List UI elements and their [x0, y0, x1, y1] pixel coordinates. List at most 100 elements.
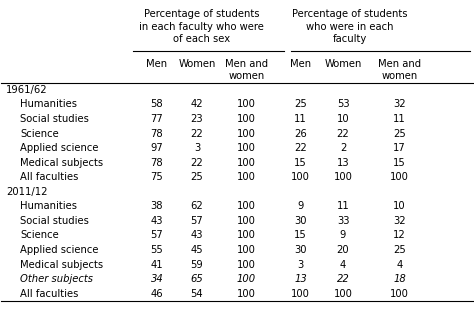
Text: 59: 59: [191, 259, 203, 270]
Text: 22: 22: [191, 128, 203, 139]
Text: 46: 46: [151, 289, 163, 299]
Text: 20: 20: [337, 245, 349, 255]
Text: 100: 100: [291, 172, 310, 182]
Text: 26: 26: [294, 128, 307, 139]
Text: 4: 4: [396, 259, 403, 270]
Text: Humanities: Humanities: [20, 201, 77, 211]
Text: Medical subjects: Medical subjects: [20, 158, 103, 168]
Text: 30: 30: [294, 216, 307, 226]
Text: 78: 78: [151, 158, 163, 168]
Text: Applied science: Applied science: [20, 245, 99, 255]
Text: 45: 45: [191, 245, 203, 255]
Text: 65: 65: [191, 274, 203, 284]
Text: 100: 100: [237, 289, 256, 299]
Text: 25: 25: [393, 245, 406, 255]
Text: 32: 32: [393, 100, 406, 109]
Text: Percentage of students
who were in each
faculty: Percentage of students who were in each …: [292, 10, 408, 44]
Text: 30: 30: [294, 245, 307, 255]
Text: 13: 13: [294, 274, 307, 284]
Text: 9: 9: [340, 231, 346, 240]
Text: 3: 3: [298, 259, 304, 270]
Text: 100: 100: [390, 289, 409, 299]
Text: 34: 34: [151, 274, 163, 284]
Text: 12: 12: [393, 231, 406, 240]
Text: Men: Men: [290, 59, 311, 69]
Text: 62: 62: [191, 201, 203, 211]
Text: 100: 100: [237, 216, 256, 226]
Text: 100: 100: [237, 245, 256, 255]
Text: 100: 100: [237, 231, 256, 240]
Text: Science: Science: [20, 128, 59, 139]
Text: All faculties: All faculties: [20, 289, 79, 299]
Text: 100: 100: [291, 289, 310, 299]
Text: 10: 10: [337, 114, 349, 124]
Text: 25: 25: [191, 172, 203, 182]
Text: 11: 11: [337, 201, 349, 211]
Text: 22: 22: [337, 274, 349, 284]
Text: 100: 100: [237, 172, 256, 182]
Text: 18: 18: [393, 274, 406, 284]
Text: 100: 100: [237, 259, 256, 270]
Text: 41: 41: [151, 259, 163, 270]
Text: Women: Women: [324, 59, 362, 69]
Text: Science: Science: [20, 231, 59, 240]
Text: 100: 100: [334, 289, 353, 299]
Text: 100: 100: [237, 274, 256, 284]
Text: 100: 100: [237, 143, 256, 153]
Text: 100: 100: [237, 158, 256, 168]
Text: 100: 100: [237, 100, 256, 109]
Text: 100: 100: [237, 201, 256, 211]
Text: 100: 100: [334, 172, 353, 182]
Text: 9: 9: [297, 201, 304, 211]
Text: 23: 23: [191, 114, 203, 124]
Text: Women: Women: [178, 59, 216, 69]
Text: Social studies: Social studies: [20, 216, 89, 226]
Text: 2011/12: 2011/12: [6, 187, 47, 197]
Text: Applied science: Applied science: [20, 143, 99, 153]
Text: 77: 77: [151, 114, 163, 124]
Text: 42: 42: [191, 100, 203, 109]
Text: 11: 11: [393, 114, 406, 124]
Text: 33: 33: [337, 216, 349, 226]
Text: 13: 13: [337, 158, 349, 168]
Text: Social studies: Social studies: [20, 114, 89, 124]
Text: 3: 3: [194, 143, 200, 153]
Text: 22: 22: [191, 158, 203, 168]
Text: 22: 22: [337, 128, 349, 139]
Text: 100: 100: [237, 114, 256, 124]
Text: Other subjects: Other subjects: [20, 274, 93, 284]
Text: 43: 43: [191, 231, 203, 240]
Text: Medical subjects: Medical subjects: [20, 259, 103, 270]
Text: 38: 38: [151, 201, 163, 211]
Text: 57: 57: [191, 216, 203, 226]
Text: 2: 2: [340, 143, 346, 153]
Text: 4: 4: [340, 259, 346, 270]
Text: 55: 55: [151, 245, 163, 255]
Text: 10: 10: [393, 201, 406, 211]
Text: 100: 100: [237, 128, 256, 139]
Text: 54: 54: [191, 289, 203, 299]
Text: Humanities: Humanities: [20, 100, 77, 109]
Text: 97: 97: [151, 143, 163, 153]
Text: 17: 17: [393, 143, 406, 153]
Text: Men and
women: Men and women: [225, 59, 268, 81]
Text: Percentage of students
in each faculty who were
of each sex: Percentage of students in each faculty w…: [139, 10, 264, 44]
Text: 25: 25: [294, 100, 307, 109]
Text: 100: 100: [390, 172, 409, 182]
Text: 53: 53: [337, 100, 349, 109]
Text: 57: 57: [151, 231, 163, 240]
Text: 32: 32: [393, 216, 406, 226]
Text: Men and
women: Men and women: [378, 59, 421, 81]
Text: 15: 15: [393, 158, 406, 168]
Text: 11: 11: [294, 114, 307, 124]
Text: 78: 78: [151, 128, 163, 139]
Text: 25: 25: [393, 128, 406, 139]
Text: 1961/62: 1961/62: [6, 85, 48, 95]
Text: 75: 75: [151, 172, 163, 182]
Text: All faculties: All faculties: [20, 172, 79, 182]
Text: Men: Men: [146, 59, 167, 69]
Text: 15: 15: [294, 158, 307, 168]
Text: 15: 15: [294, 231, 307, 240]
Text: 43: 43: [151, 216, 163, 226]
Text: 58: 58: [151, 100, 163, 109]
